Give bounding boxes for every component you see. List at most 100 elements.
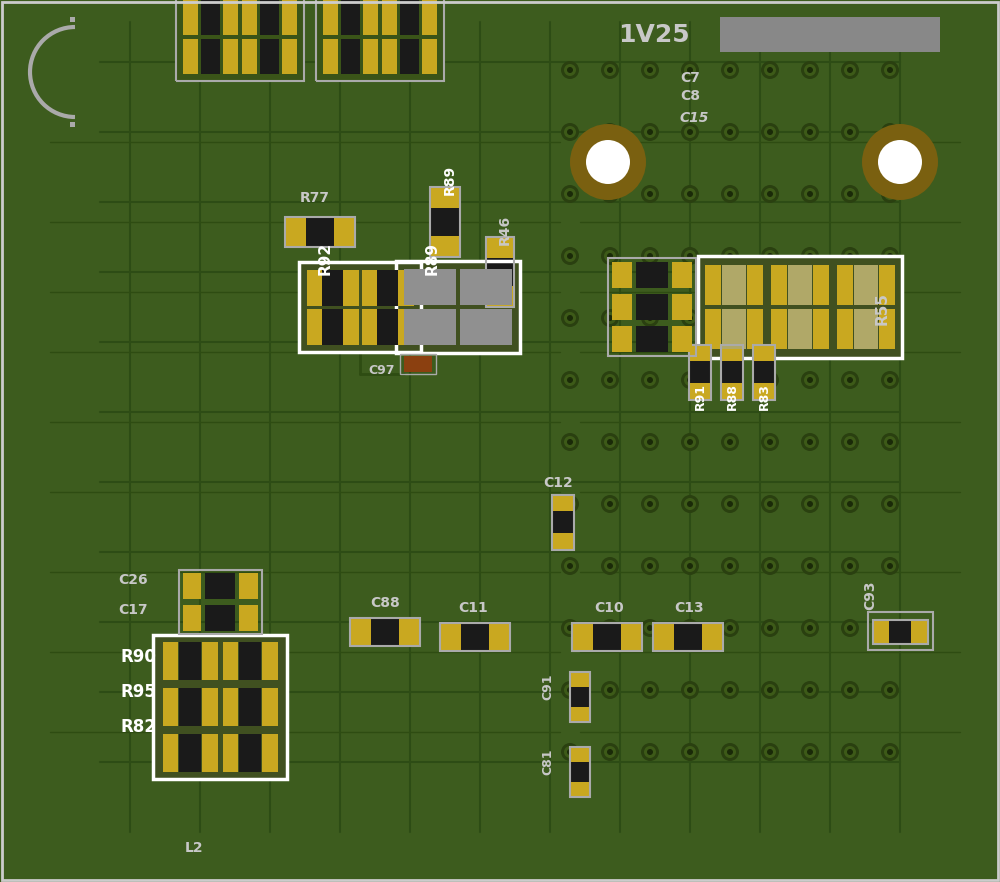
Circle shape [881, 185, 899, 203]
Circle shape [767, 625, 773, 631]
Bar [552, 495, 574, 549]
Bar [179, 642, 201, 680]
Circle shape [567, 315, 573, 321]
Circle shape [564, 374, 576, 386]
Bar [398, 270, 414, 305]
Bar [570, 672, 590, 687]
Circle shape [801, 619, 819, 637]
Circle shape [721, 309, 739, 327]
Text: C12: C12 [543, 476, 573, 490]
Circle shape [801, 247, 819, 265]
Bar [570, 782, 590, 797]
Bar [162, 688, 178, 726]
Circle shape [844, 188, 856, 200]
Circle shape [761, 495, 779, 513]
Circle shape [641, 743, 659, 761]
Circle shape [724, 684, 736, 696]
Circle shape [721, 433, 739, 451]
Circle shape [641, 309, 659, 327]
Bar [162, 642, 178, 680]
Circle shape [687, 67, 693, 73]
Bar [720, 17, 940, 52]
Text: R46: R46 [498, 215, 512, 245]
Bar [440, 623, 510, 651]
Circle shape [804, 498, 816, 510]
Circle shape [564, 126, 576, 138]
Circle shape [607, 563, 613, 569]
Bar [382, 39, 397, 74]
Circle shape [687, 439, 693, 445]
Circle shape [647, 253, 653, 259]
Bar [440, 269, 456, 305]
Circle shape [644, 622, 656, 634]
Bar [813, 265, 829, 305]
Bar [698, 256, 902, 358]
Text: C81: C81 [542, 749, 554, 775]
Circle shape [844, 746, 856, 758]
Circle shape [724, 64, 736, 76]
Bar [608, 258, 696, 356]
Circle shape [721, 681, 739, 699]
Bar [753, 361, 775, 383]
Circle shape [727, 501, 733, 507]
Circle shape [887, 253, 893, 259]
Bar [262, 688, 278, 726]
Circle shape [841, 743, 859, 761]
Circle shape [684, 746, 696, 758]
Circle shape [567, 129, 573, 135]
Bar [239, 573, 258, 599]
Bar [747, 309, 763, 349]
Circle shape [721, 185, 739, 203]
Circle shape [687, 129, 693, 135]
Bar [570, 672, 590, 722]
Circle shape [764, 64, 776, 76]
Bar [260, 0, 279, 35]
Bar [223, 39, 238, 74]
Circle shape [767, 67, 773, 73]
Bar [570, 747, 590, 762]
Bar [201, 39, 220, 74]
Bar [636, 262, 668, 288]
Bar [176, 0, 304, 81]
Bar [182, 605, 201, 631]
Circle shape [807, 253, 813, 259]
Circle shape [687, 749, 693, 755]
Bar [176, 0, 304, 81]
Bar [377, 309, 398, 345]
Circle shape [561, 495, 579, 513]
Bar [721, 345, 743, 400]
Circle shape [644, 498, 656, 510]
Circle shape [684, 498, 696, 510]
Circle shape [687, 253, 693, 259]
Text: R88: R88 [726, 383, 738, 410]
Circle shape [601, 309, 619, 327]
Bar [182, 573, 201, 599]
Circle shape [847, 67, 853, 73]
Circle shape [887, 563, 893, 569]
Bar [689, 345, 711, 400]
Bar [788, 309, 812, 349]
Bar [702, 623, 723, 651]
Bar [572, 623, 593, 651]
Circle shape [684, 560, 696, 572]
Circle shape [724, 126, 736, 138]
Bar [179, 688, 201, 726]
Bar [552, 533, 574, 549]
Circle shape [764, 374, 776, 386]
Circle shape [641, 495, 659, 513]
Bar [430, 187, 460, 257]
Circle shape [767, 191, 773, 197]
Circle shape [724, 498, 736, 510]
Circle shape [564, 312, 576, 324]
Circle shape [807, 129, 813, 135]
Bar [341, 0, 360, 35]
Circle shape [604, 436, 616, 448]
Circle shape [727, 749, 733, 755]
Circle shape [604, 126, 616, 138]
Bar [179, 734, 201, 772]
Circle shape [607, 191, 613, 197]
Bar [396, 261, 520, 353]
Circle shape [681, 61, 699, 79]
Circle shape [841, 557, 859, 575]
Circle shape [601, 123, 619, 141]
